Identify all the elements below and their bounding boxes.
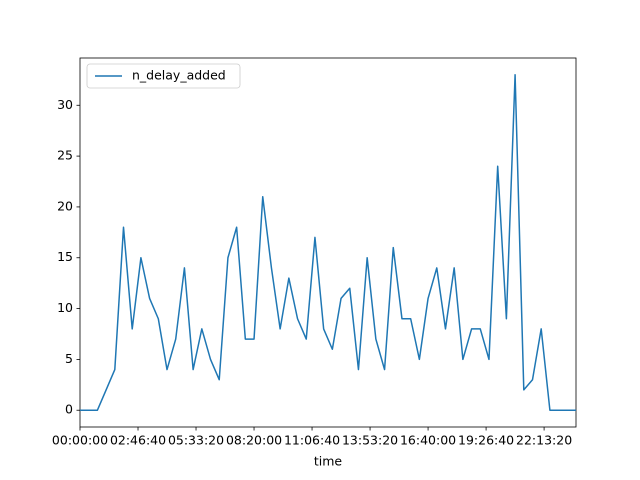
- x-tick-label: 19:26:40: [458, 433, 514, 448]
- y-tick-label: 30: [57, 97, 73, 112]
- y-tick-label: 5: [65, 351, 73, 366]
- y-tick-label: 20: [57, 198, 73, 213]
- data-line: [80, 74, 576, 411]
- x-tick-label: 13:53:20: [342, 433, 398, 448]
- y-tick-label: 15: [57, 249, 73, 264]
- x-tick-label: 05:33:20: [168, 433, 224, 448]
- x-tick-label: 11:06:40: [284, 433, 340, 448]
- x-tick-label: 00:00:00: [52, 433, 108, 448]
- legend-label: n_delay_added: [132, 68, 226, 83]
- y-tick-label: 0: [65, 402, 73, 417]
- x-tick-label: 02:46:40: [110, 433, 166, 448]
- x-axis-label: time: [314, 454, 343, 469]
- y-tick-label: 10: [57, 300, 73, 315]
- y-tick-label: 25: [57, 148, 73, 163]
- x-tick-label: 08:20:00: [226, 433, 282, 448]
- x-tick-label: 16:40:00: [400, 433, 456, 448]
- x-tick-label: 22:13:20: [516, 433, 572, 448]
- axes-frame: [79, 57, 577, 428]
- legend-box: [86, 63, 241, 89]
